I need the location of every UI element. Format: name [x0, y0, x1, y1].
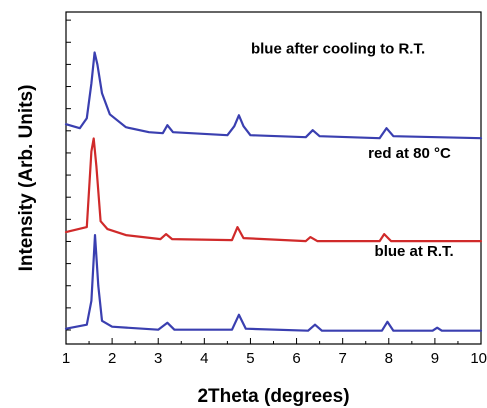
series-layer	[66, 53, 481, 331]
x-axis-title: 2Theta (degrees)	[197, 386, 349, 407]
x-tick-label: 9	[431, 350, 439, 367]
series-annotation-2: red at 80 °C	[368, 145, 451, 162]
x-tick-label: 5	[246, 350, 254, 367]
x-tick-label: 6	[292, 350, 300, 367]
x-tick-label: 1	[62, 350, 70, 367]
x-axis-ticks: 1 2 3 4 5 6 7 8 9 10	[62, 338, 487, 367]
y-axis-ticks	[66, 20, 71, 330]
x-tick-label: 7	[338, 350, 346, 367]
series-annotation-1: blue after cooling to R.T.	[251, 41, 425, 58]
plot-border	[66, 12, 481, 344]
x-tick-label: 2	[108, 350, 116, 367]
x-tick-label: 4	[200, 350, 208, 367]
x-tick-label: 10	[470, 350, 487, 367]
y-axis-title: Intensity (Arb. Units)	[16, 85, 37, 272]
series-line-1	[66, 53, 481, 139]
series-annotation-3: blue at R.T.	[375, 243, 454, 260]
plot-frame	[66, 12, 481, 344]
x-tick-label: 8	[385, 350, 393, 367]
x-tick-label: 3	[154, 350, 162, 367]
annotation-layer: blue after cooling to R.T. red at 80 °C bl…	[251, 41, 454, 261]
